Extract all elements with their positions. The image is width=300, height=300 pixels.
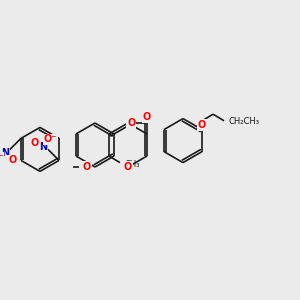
Text: O: O [31,138,39,148]
Text: O: O [143,112,151,122]
Text: +: + [44,142,49,147]
Text: O⁻: O⁻ [0,153,3,163]
Text: O: O [198,120,206,130]
Text: O: O [8,155,16,165]
Text: +: + [6,147,11,152]
Text: CH₂CH₃: CH₂CH₃ [229,117,260,126]
Text: O: O [83,162,91,172]
Text: N: N [40,142,48,152]
Text: O⁻: O⁻ [44,134,57,145]
Text: CH₃: CH₃ [124,160,140,169]
Text: N: N [2,148,10,158]
Text: O: O [127,118,135,128]
Text: O: O [124,162,132,172]
